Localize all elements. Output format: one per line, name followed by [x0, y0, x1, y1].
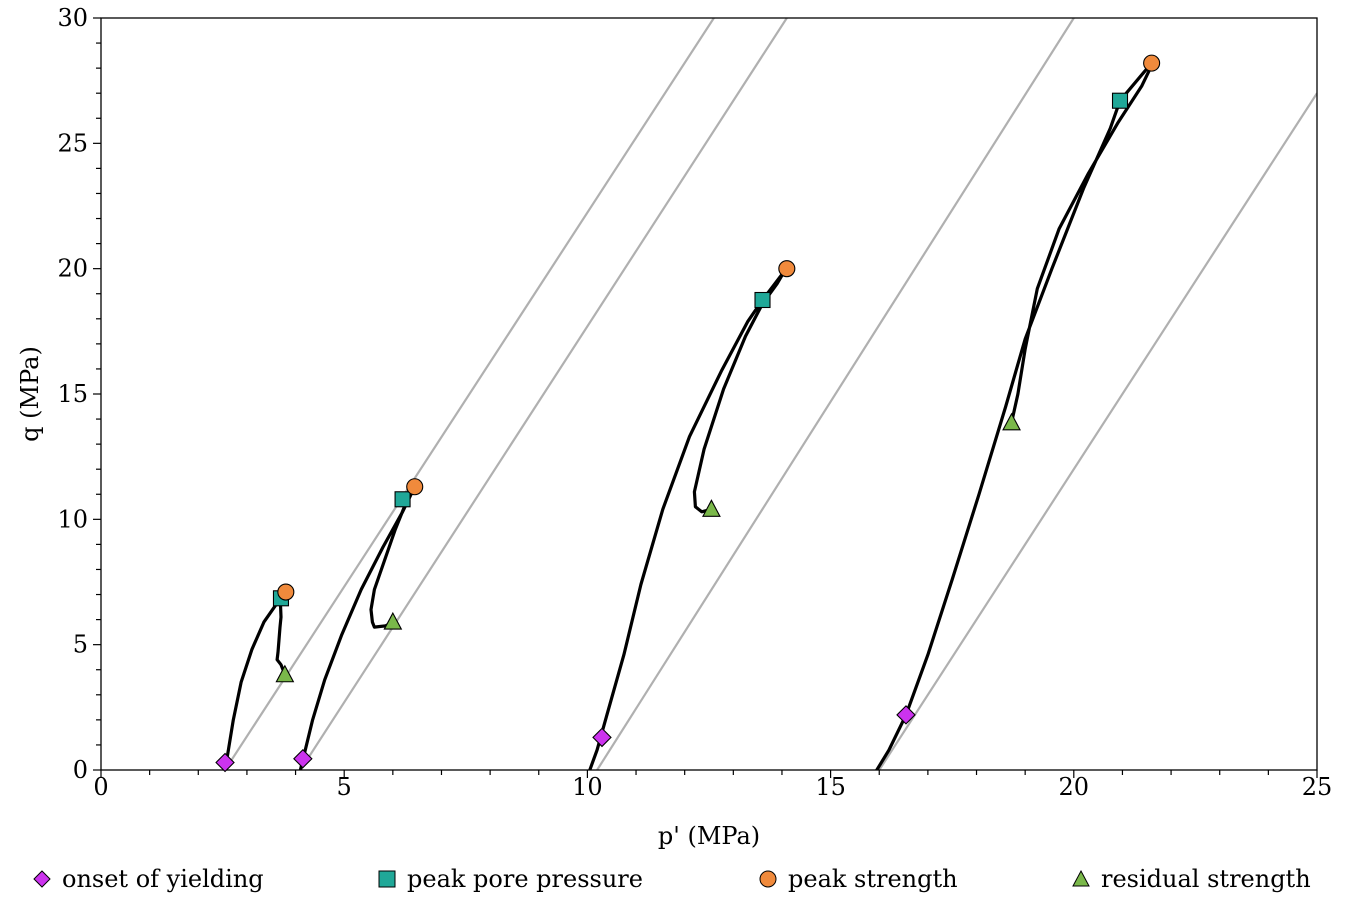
reference-line-1 [224, 18, 715, 770]
triangle-marker [702, 499, 721, 517]
circle-marker [778, 260, 796, 278]
reference-line-3 [596, 18, 1075, 770]
triangle-marker-icon [1072, 869, 1090, 887]
circle-marker [277, 583, 295, 601]
legend: onset of yielding peak pore pressure pea… [0, 862, 1349, 898]
reference-lines [224, 18, 1317, 770]
chart: 0 5 10 15 20 25 0 5 10 15 20 25 30 p' (MPa) q (MPa) [16, 4, 1332, 850]
diamond-marker-icon [33, 870, 51, 888]
legend-item-peak-strength: peak strength [758, 864, 958, 894]
legend-label: peak strength [788, 865, 958, 893]
diamond-marker [592, 727, 612, 748]
x-tick-label: 25 [1302, 773, 1333, 801]
legend-label: residual strength [1101, 865, 1311, 893]
legend-item-onset-of-yielding: onset of yielding [32, 864, 264, 894]
y-axis-label: q (MPa) [16, 346, 44, 442]
y-tick-label: 0 [73, 756, 88, 784]
square-marker-icon [378, 870, 396, 888]
triangle-marker [1002, 412, 1021, 431]
circle-marker-icon [759, 870, 777, 888]
diamond-marker [896, 705, 916, 725]
y-tick-label: 25 [57, 129, 88, 157]
x-tick-label: 5 [337, 773, 352, 801]
y-tick-label: 15 [57, 380, 88, 408]
legend-item-peak-pore-pressure: peak pore pressure [377, 864, 643, 894]
stress-path-4 [875, 61, 1154, 770]
square-marker [1111, 92, 1129, 109]
legend-item-residual-strength: residual strength [1071, 864, 1311, 894]
diamond-marker [293, 748, 313, 769]
x-tick-label: 0 [93, 773, 108, 801]
x-tick-label: 15 [815, 773, 846, 801]
reference-line-2 [299, 18, 788, 770]
triangle-marker [383, 611, 403, 630]
x-axis-label: p' (MPa) [658, 822, 760, 850]
triangle-marker [275, 664, 295, 683]
square-marker [394, 491, 411, 508]
square-marker [754, 291, 771, 309]
circle-marker [406, 478, 424, 496]
x-tick-label: 10 [572, 773, 603, 801]
x-tick-label: 20 [1059, 773, 1090, 801]
axis-ticks: 0 5 10 15 20 25 0 5 10 15 20 25 30 [57, 4, 1332, 801]
legend-label: onset of yielding [62, 865, 264, 893]
y-tick-label: 30 [57, 4, 88, 32]
legend-label: peak pore pressure [407, 865, 643, 893]
y-tick-label: 20 [57, 255, 88, 283]
diamond-marker [215, 752, 235, 773]
y-tick-label: 5 [73, 631, 88, 659]
stress-path-3 [588, 269, 786, 770]
data-markers [215, 54, 1161, 773]
circle-marker [1143, 54, 1161, 72]
reference-line-4 [878, 92, 1317, 770]
y-tick-label: 10 [57, 505, 88, 533]
